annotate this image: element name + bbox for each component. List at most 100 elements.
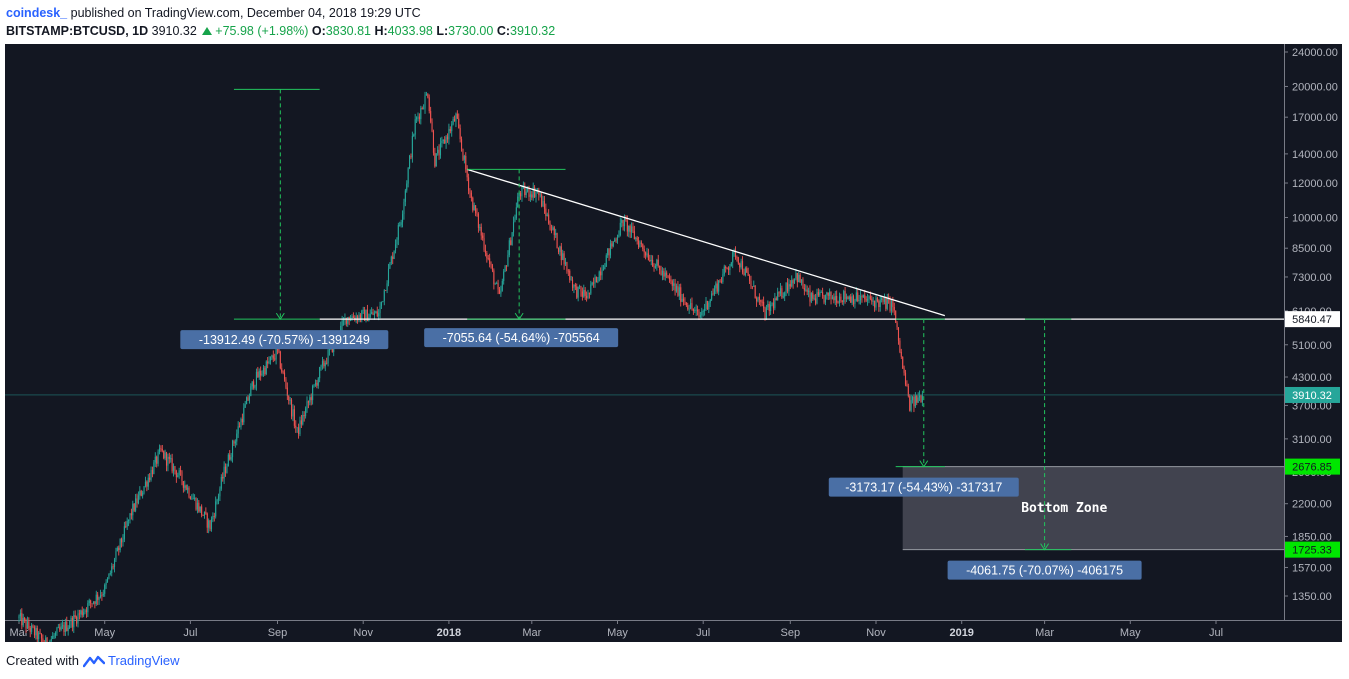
- candle-body: [254, 385, 256, 388]
- candle: [895, 310, 897, 323]
- candle-body: [50, 638, 52, 641]
- candle: [205, 507, 207, 515]
- candle-body: [910, 400, 912, 411]
- tradingview-link[interactable]: TradingView: [107, 653, 180, 668]
- author-link[interactable]: coindesk_: [6, 6, 68, 20]
- candle: [22, 613, 24, 628]
- candle: [64, 618, 66, 636]
- candle: [761, 299, 763, 307]
- time-axis-area: [5, 620, 1342, 642]
- candle: [680, 283, 682, 307]
- candle-body: [695, 309, 697, 311]
- candle: [456, 110, 458, 120]
- candle: [60, 622, 62, 632]
- candle-body: [448, 128, 450, 140]
- candle: [67, 625, 69, 636]
- candle-body: [268, 360, 270, 364]
- candle: [258, 368, 260, 380]
- candle: [43, 639, 45, 642]
- candle-body: [690, 303, 692, 309]
- candle: [524, 182, 526, 198]
- candle-body: [626, 220, 628, 232]
- candle-body: [563, 253, 565, 265]
- candle: [151, 466, 154, 478]
- candle-body: [157, 451, 159, 464]
- candle-body: [362, 309, 364, 311]
- candle-body: [160, 448, 162, 450]
- x-tick-label: 2018: [437, 627, 461, 639]
- candle-body: [608, 248, 610, 256]
- zone-bottom-price-label: 1725.33: [1292, 545, 1332, 557]
- candle-body: [378, 313, 380, 317]
- candle-body: [424, 95, 426, 109]
- candle-body: [711, 293, 713, 300]
- candle: [577, 286, 579, 302]
- measure-arrow-icon: [919, 460, 929, 468]
- candle-body: [400, 222, 402, 225]
- candle-body: [453, 119, 456, 122]
- candle-body: [722, 274, 724, 282]
- candle-body: [314, 382, 316, 385]
- candle: [628, 225, 630, 238]
- candle: [470, 190, 472, 202]
- candle: [678, 284, 680, 301]
- candle: [181, 470, 183, 486]
- candle: [416, 116, 418, 124]
- zone-top-price-tag: [1285, 458, 1340, 475]
- candle: [645, 251, 647, 260]
- candle-body: [128, 519, 130, 521]
- candle: [670, 275, 672, 285]
- high-value: 4033.98: [387, 24, 433, 38]
- candle: [288, 395, 290, 405]
- candle-body: [142, 492, 144, 496]
- candle: [494, 282, 496, 285]
- candle: [431, 118, 433, 133]
- candle: [324, 360, 326, 372]
- candle: [167, 453, 169, 472]
- candle: [750, 275, 752, 289]
- candle: [850, 293, 852, 303]
- candle-body: [99, 595, 102, 598]
- candle: [376, 306, 378, 318]
- candle: [559, 245, 561, 256]
- candle: [66, 616, 68, 632]
- candle: [893, 302, 895, 316]
- candle-body: [178, 470, 180, 476]
- candle: [399, 221, 401, 227]
- candle-body: [761, 301, 763, 303]
- candle: [458, 113, 460, 129]
- candle-body: [393, 250, 395, 259]
- candle-body: [494, 283, 496, 285]
- candle-body: [63, 625, 65, 633]
- candle-body: [267, 361, 269, 364]
- candle-body: [520, 193, 522, 197]
- candle: [841, 299, 843, 305]
- candle-body: [497, 283, 499, 290]
- candle-body: [484, 249, 486, 254]
- candle-body: [38, 632, 40, 640]
- price-chart[interactable]: 24000.00 20000.00 17000.00 14000.00 12000.00…: [5, 44, 1342, 642]
- candle: [557, 247, 560, 255]
- candle-body: [56, 627, 58, 633]
- candle-body: [239, 426, 241, 428]
- candle: [774, 292, 776, 311]
- candle-body: [205, 511, 207, 514]
- candle: [584, 287, 586, 300]
- y-tick-label: 14000.00: [1292, 149, 1338, 161]
- candle: [216, 498, 218, 505]
- candle-body: [831, 297, 834, 299]
- candle-body: [646, 253, 648, 256]
- candle: [687, 302, 689, 311]
- footer: Created with TradingView: [6, 653, 180, 668]
- candle: [791, 275, 793, 288]
- candle: [306, 396, 308, 413]
- candle-body: [212, 515, 214, 520]
- candle: [312, 384, 314, 405]
- candle: [295, 420, 297, 433]
- candle-body: [744, 268, 746, 276]
- candle: [32, 624, 34, 629]
- candle-body: [767, 303, 769, 308]
- candle: [830, 291, 832, 305]
- tradingview-logo-icon: [82, 655, 105, 667]
- candle-body: [73, 615, 75, 628]
